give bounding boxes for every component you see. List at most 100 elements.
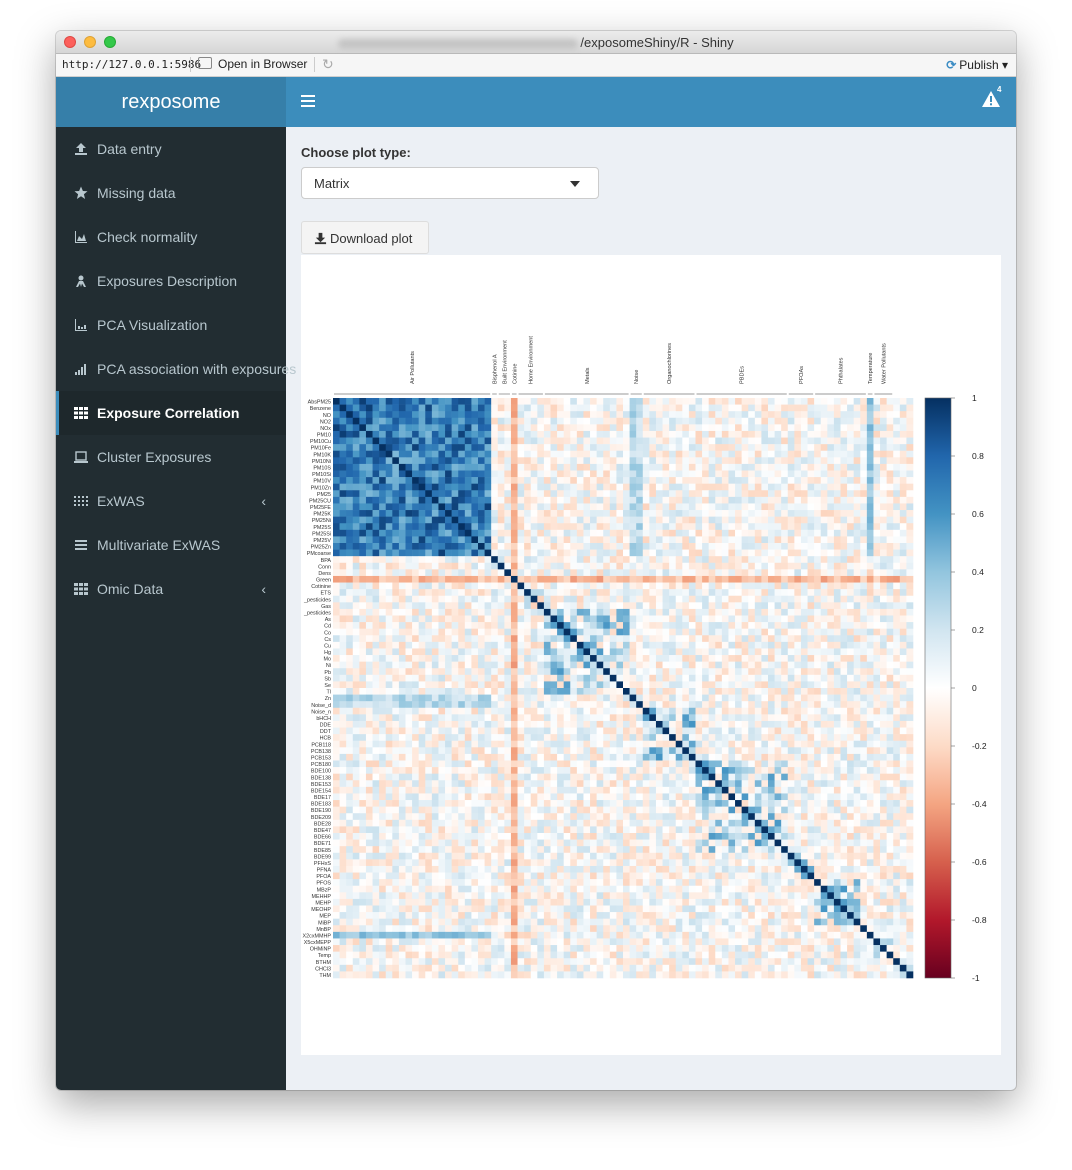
url-text[interactable]: http://127.0.0.1:5986 <box>62 58 202 71</box>
heatmap-cell <box>405 411 413 419</box>
heatmap-cell <box>464 648 472 656</box>
heatmap-cell <box>517 727 525 735</box>
heatmap-cell <box>754 661 762 669</box>
heatmap-cell <box>906 707 914 715</box>
heatmap-cell <box>800 747 808 755</box>
heatmap-cell <box>774 437 782 445</box>
open-in-browser-button[interactable]: Open in Browser <box>198 57 307 71</box>
heatmap-cell <box>820 760 828 768</box>
heatmap-cell <box>820 516 828 524</box>
heatmap-cell <box>596 490 604 498</box>
heatmap-cell <box>787 622 795 629</box>
heatmap-cell <box>820 490 828 498</box>
heatmap-cell <box>438 516 446 524</box>
heatmap-cell <box>405 523 413 531</box>
heatmap-cell <box>866 688 874 695</box>
heatmap-cell <box>899 648 907 656</box>
heatmap-cell <box>398 753 406 761</box>
heatmap-cell <box>866 556 874 564</box>
heatmap-cell <box>392 529 400 537</box>
heatmap-cell <box>840 556 848 564</box>
heatmap-cell <box>794 714 802 722</box>
heatmap-cell <box>906 516 914 524</box>
heatmap-cell <box>655 516 663 524</box>
heatmap-cell <box>583 463 591 471</box>
heatmap-cell <box>412 635 419 643</box>
heatmap-cell <box>735 661 742 669</box>
heatmap-cell <box>543 496 551 504</box>
heatmap-cell <box>392 589 400 597</box>
heatmap-cell <box>682 608 690 616</box>
heatmap-cell <box>906 641 914 649</box>
heatmap-cell <box>471 661 479 669</box>
heatmap-cell <box>748 549 756 557</box>
publish-button[interactable]: ⟳ Publish ▾ <box>946 58 1008 72</box>
heatmap-cell <box>583 615 591 623</box>
app-logo[interactable]: rexposome <box>56 77 286 127</box>
notifications-button[interactable]: 4 <box>982 85 1002 111</box>
close-window-button[interactable] <box>64 36 76 48</box>
heatmap-cell <box>537 490 545 498</box>
heatmap-cell <box>352 543 360 550</box>
heatmap-cell <box>702 536 709 544</box>
heatmap-cell <box>820 510 828 517</box>
heatmap-cell <box>616 477 624 484</box>
sidebar-item-omic-data[interactable]: Omic Data ‹ <box>56 567 286 611</box>
sidebar-item-missing-data[interactable]: Missing data <box>56 171 286 215</box>
heatmap-cell <box>359 398 367 405</box>
sidebar-item-exposure-correlation[interactable]: Exposure Correlation <box>56 391 286 435</box>
heatmap-cell <box>471 681 479 689</box>
heatmap-cell <box>596 661 604 669</box>
heatmap-cell <box>590 483 597 491</box>
heatmap-cell <box>372 543 380 550</box>
plot-type-select[interactable]: Matrix <box>301 167 599 199</box>
heatmap-cell <box>543 503 551 511</box>
heatmap-cell <box>484 496 492 504</box>
sidebar-item-exposures-description[interactable]: Exposures Description <box>56 259 286 303</box>
sidebar-item-pca-visualization[interactable]: PCA Visualization <box>56 303 286 347</box>
sidebar-item-check-normality[interactable]: Check normality <box>56 215 286 259</box>
heatmap-cell <box>873 615 881 623</box>
heatmap-cell <box>590 622 597 629</box>
heatmap-cell <box>669 707 677 715</box>
heatmap-cell <box>365 490 373 498</box>
heatmap-cell <box>398 411 406 419</box>
heatmap-cell <box>662 655 670 662</box>
heatmap-cell <box>847 417 854 425</box>
sidebar-item-pca-association[interactable]: PCA association with exposures <box>56 347 296 391</box>
heatmap-cell <box>333 483 340 491</box>
heatmap-cell <box>728 714 736 722</box>
heatmap-cell <box>484 483 492 491</box>
heatmap-cell <box>431 523 439 531</box>
heatmap-cell <box>682 562 690 570</box>
heatmap-cell <box>840 635 848 643</box>
download-plot-button[interactable]: Download plot <box>301 221 429 254</box>
maximize-window-button[interactable] <box>104 36 116 48</box>
heatmap-cell <box>886 444 894 452</box>
sidebar-item-cluster-exposures[interactable]: Cluster Exposures <box>56 435 286 479</box>
heatmap-cell <box>655 477 663 484</box>
heatmap-cell <box>814 417 822 425</box>
sidebar-item-exwas[interactable]: ExWAS ‹ <box>56 479 286 523</box>
heatmap-cell <box>570 628 578 636</box>
heatmap-cell <box>840 727 848 735</box>
heatmap-cell <box>570 536 578 544</box>
heatmap-cell <box>524 496 532 504</box>
heatmap-cell <box>609 549 617 557</box>
heatmap-cell <box>372 411 380 419</box>
heatmap-cell <box>570 694 578 702</box>
heatmap-cell <box>721 411 729 419</box>
refresh-icon[interactable]: ↻ <box>322 56 334 72</box>
sidebar-toggle-icon[interactable] <box>301 95 315 110</box>
heatmap-cell <box>800 496 808 504</box>
sidebar-item-data-entry[interactable]: Data entry <box>56 127 286 171</box>
heatmap-cell <box>833 569 841 577</box>
heatmap-cell <box>873 747 881 755</box>
heatmap-cell <box>398 404 406 412</box>
sidebar-item-multivariate-exwas[interactable]: Multivariate ExWAS <box>56 523 286 567</box>
heatmap-cell <box>794 648 802 656</box>
minimize-window-button[interactable] <box>84 36 96 48</box>
heatmap-cell <box>860 516 868 524</box>
heatmap-cell <box>774 582 782 590</box>
heatmap-cell <box>458 622 466 629</box>
